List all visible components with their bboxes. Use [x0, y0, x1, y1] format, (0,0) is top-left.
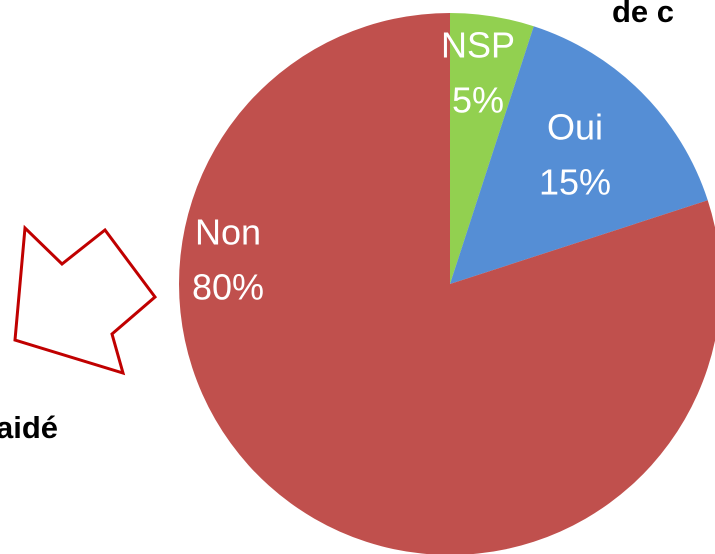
annotation: de c	[612, 0, 674, 29]
slice-category-label: NSP	[441, 25, 515, 66]
slice-value-label: 80%	[192, 267, 264, 308]
slice-value-label: 5%	[452, 80, 504, 121]
pie-slice	[450, 13, 534, 284]
slice-value-label: 15%	[539, 162, 611, 203]
slice-category-label: Non	[195, 212, 261, 253]
arrow	[13, 224, 158, 376]
annotation: aidé	[0, 410, 58, 445]
slice-category-label: Oui	[547, 107, 603, 148]
pie-slice	[179, 13, 715, 554]
pie-slice	[450, 26, 708, 285]
